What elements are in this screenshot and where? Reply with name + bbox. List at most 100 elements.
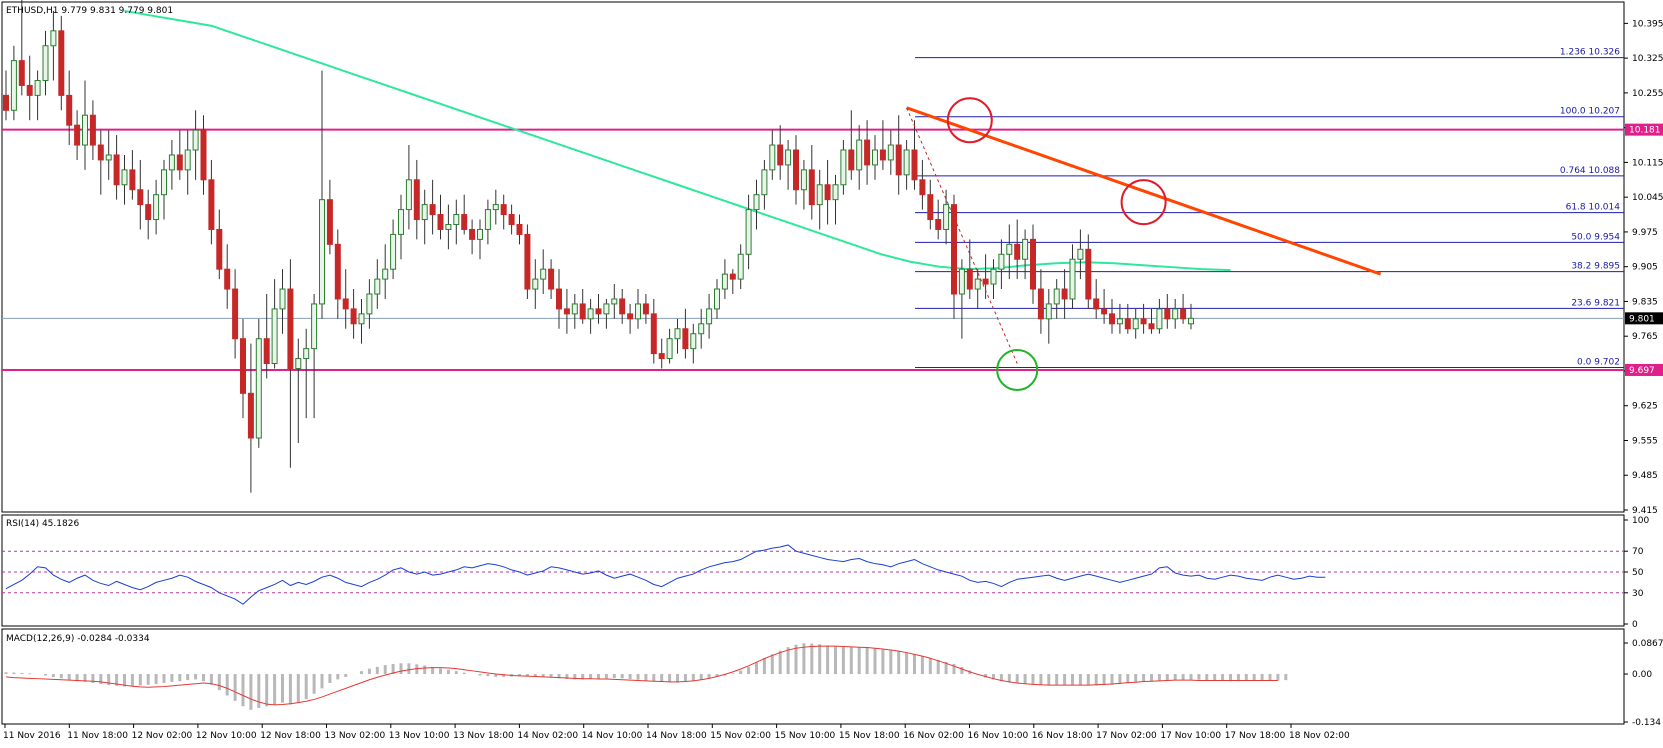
- resistance-price-tag: [1625, 123, 1663, 136]
- candle: [721, 259, 728, 299]
- candle: [927, 179, 934, 230]
- candle: [524, 224, 531, 299]
- candle: [358, 298, 365, 344]
- candle: [429, 179, 436, 235]
- candle-body: [421, 204, 428, 221]
- candle-body: [627, 313, 634, 320]
- time-tick-label: 11 Nov 18:00: [67, 731, 128, 741]
- time-tick-label: 15 Nov 10:00: [775, 731, 836, 741]
- candle: [168, 140, 175, 190]
- price-axis: 10.39510.32510.25510.18510.11510.0459.97…: [1624, 19, 1663, 516]
- candle: [1069, 244, 1076, 309]
- candle-body: [943, 204, 950, 230]
- candle-body: [982, 278, 989, 285]
- candle: [753, 179, 760, 230]
- price-tick-label: 9.625: [1632, 402, 1658, 412]
- candle: [1164, 294, 1171, 329]
- candle-body: [548, 268, 555, 290]
- candle-body: [808, 169, 815, 206]
- candle: [1172, 298, 1179, 329]
- candle-body: [508, 214, 515, 225]
- candle: [1077, 229, 1084, 280]
- candle: [1180, 294, 1187, 324]
- candle: [808, 145, 815, 220]
- candle-body: [1006, 243, 1013, 255]
- candle-body: [1093, 298, 1100, 310]
- candle: [872, 135, 878, 180]
- candle-body: [58, 30, 65, 96]
- candle: [990, 259, 997, 299]
- candle: [579, 289, 586, 324]
- candle-body: [872, 149, 878, 166]
- candle: [390, 219, 397, 280]
- rsi-tick-label: 70: [1632, 547, 1644, 557]
- candle-body: [911, 149, 918, 181]
- candle-body: [3, 94, 9, 111]
- candle-body: [951, 204, 957, 295]
- candle: [603, 298, 610, 329]
- candle: [484, 199, 491, 245]
- candle-body: [556, 288, 562, 310]
- candle: [777, 125, 784, 180]
- candle: [137, 159, 144, 230]
- candle-body: [445, 223, 452, 230]
- candle: [161, 159, 167, 220]
- candle-body: [311, 303, 318, 350]
- time-tick-label: 15 Nov 02:00: [710, 731, 771, 741]
- fib-level-label: 100.0 10.207: [1560, 107, 1620, 117]
- candle-body: [571, 303, 578, 315]
- candle-body: [161, 169, 167, 196]
- time-tick-label: 13 Nov 18:00: [453, 731, 514, 741]
- price-tick-label: 10.255: [1632, 89, 1663, 99]
- candle-body: [832, 184, 839, 201]
- candle: [611, 284, 618, 319]
- candle-body: [1156, 308, 1163, 330]
- candle-body: [516, 223, 523, 235]
- candle-body: [587, 308, 594, 320]
- time-tick-label: 13 Nov 02:00: [325, 731, 386, 741]
- candle: [74, 110, 81, 160]
- candle: [516, 214, 523, 245]
- candle-body: [18, 60, 25, 86]
- candle-body: [706, 308, 713, 325]
- candle-body: [658, 353, 665, 360]
- candle: [1085, 234, 1092, 309]
- candle: [540, 249, 547, 294]
- ma-line: [124, 9, 1231, 272]
- candle: [350, 289, 357, 339]
- candle-body: [105, 154, 112, 161]
- candle-body: [74, 124, 81, 146]
- candle-body: [437, 214, 444, 230]
- rsi-line: [5, 544, 1326, 605]
- time-tick-label: 14 Nov 02:00: [517, 731, 578, 741]
- candle-body: [1109, 313, 1115, 325]
- candle-body: [10, 60, 17, 111]
- price-tick-label: 9.835: [1632, 297, 1658, 307]
- time-tick-label: 15 Nov 18:00: [839, 731, 900, 741]
- candle: [1109, 298, 1115, 334]
- candle-body: [303, 348, 310, 360]
- macd-tick-label: -0.134: [1632, 718, 1661, 728]
- candle-body: [121, 169, 128, 186]
- candle: [366, 279, 373, 329]
- candle-body: [271, 308, 278, 365]
- candle-body: [903, 149, 910, 176]
- candle-body: [856, 139, 863, 171]
- drop-guide-line: [906, 107, 1018, 364]
- candle-body: [1077, 248, 1084, 260]
- candle: [42, 30, 49, 96]
- candle: [571, 294, 578, 329]
- candle-body: [255, 338, 262, 439]
- candle: [966, 239, 973, 299]
- candle: [232, 269, 239, 359]
- candle: [326, 179, 333, 255]
- candle-body: [650, 313, 657, 355]
- candle: [1061, 269, 1068, 319]
- rsi-tick-label: 50: [1632, 568, 1644, 578]
- candle: [737, 244, 744, 290]
- candle: [1006, 224, 1013, 280]
- price-tick-label: 9.975: [1632, 228, 1658, 238]
- candle: [247, 343, 254, 493]
- price-tick-label: 9.415: [1632, 506, 1658, 516]
- candle: [271, 279, 278, 369]
